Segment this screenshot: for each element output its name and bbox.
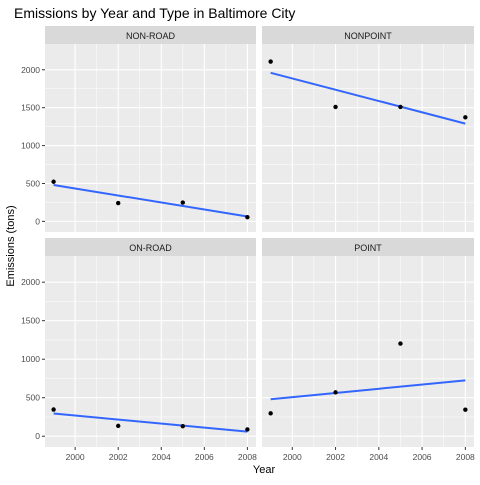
- data-point: [398, 104, 403, 110]
- y-tick-label: 500: [26, 178, 40, 188]
- chart-title: Emissions by Year and Type in Baltimore …: [14, 5, 295, 21]
- x-tick-label: 2002: [326, 452, 345, 462]
- fit-line: [270, 71, 466, 125]
- panel-background: [262, 256, 474, 447]
- y-tick-label: 1000: [21, 141, 40, 151]
- data-point: [333, 104, 338, 110]
- y-tick-label: 1500: [21, 316, 40, 326]
- x-tick-label: 2008: [238, 452, 257, 462]
- data-point: [398, 341, 403, 346]
- data-point: [245, 214, 250, 220]
- data-point: [463, 115, 468, 120]
- x-tick-label: 2006: [413, 452, 432, 462]
- facet-strip: [45, 26, 256, 44]
- data-point: [333, 390, 338, 395]
- facet-panel: ON-ROAD 0 500 1000 1500 2000 2000 2002 2004 2006 2…: [21, 238, 257, 462]
- facet-panels: NON-ROAD 0 500 1000 1500 2000 NONPOINT ON-ROAD 0…: [21, 26, 475, 462]
- facet-panel: NON-ROAD 0 500 1000 1500 2000: [21, 26, 256, 232]
- y-tick-label: 2000: [21, 277, 40, 287]
- fit-line: [270, 379, 466, 401]
- facet-panel: POINT 2000 2002 2004 2006 2008: [262, 238, 475, 462]
- x-tick-label: 2002: [109, 452, 128, 462]
- data-point: [268, 59, 273, 64]
- data-point: [116, 200, 121, 206]
- y-tick-label: 0: [35, 216, 40, 226]
- x-axis-label: Year: [253, 464, 276, 476]
- data-point: [180, 423, 185, 429]
- x-tick-label: 2000: [283, 452, 302, 462]
- y-tick-label: 2000: [21, 65, 40, 75]
- x-tick-label: 2000: [66, 452, 85, 462]
- facet-strip-label: NON-ROAD: [126, 31, 175, 41]
- x-tick-label: 2006: [195, 452, 214, 462]
- y-axis-label: Emissions (tons): [5, 205, 17, 286]
- facet-strip: [45, 238, 256, 256]
- x-tick-label: 2004: [369, 452, 388, 462]
- facet-panel: NONPOINT: [262, 26, 474, 232]
- facet-strip-label: ON-ROAD: [129, 243, 172, 253]
- facet-strip-label: POINT: [354, 243, 382, 253]
- y-tick-label: 0: [35, 431, 40, 441]
- panel-background: [45, 44, 256, 232]
- panel-background: [262, 44, 474, 232]
- x-tick-label: 2004: [152, 452, 171, 462]
- fit-line: [53, 412, 248, 433]
- y-tick-label: 1000: [21, 354, 40, 364]
- data-point: [180, 200, 185, 205]
- data-point: [116, 423, 121, 429]
- facet-strip: [262, 26, 474, 44]
- panel-background: [45, 256, 256, 447]
- facet-strip: [262, 238, 474, 256]
- data-point: [245, 427, 250, 432]
- data-point: [268, 411, 273, 416]
- y-tick-label: 500: [26, 393, 40, 403]
- facet-strip-label: NONPOINT: [344, 31, 392, 41]
- data-point: [51, 407, 56, 412]
- fit-line: [53, 184, 248, 218]
- x-tick-label: 2008: [456, 452, 475, 462]
- data-point: [463, 407, 468, 412]
- y-tick-label: 1500: [21, 103, 40, 113]
- data-point: [51, 179, 56, 184]
